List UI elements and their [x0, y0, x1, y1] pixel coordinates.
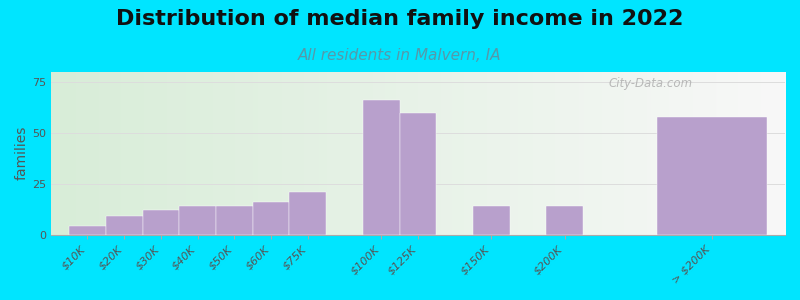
- Y-axis label: families: families: [15, 126, 29, 180]
- Text: Distribution of median family income in 2022: Distribution of median family income in …: [116, 9, 684, 29]
- Text: All residents in Malvern, IA: All residents in Malvern, IA: [298, 48, 502, 63]
- Text: City-Data.com: City-Data.com: [609, 77, 693, 90]
- Bar: [142, 210, 179, 235]
- Bar: [106, 216, 142, 235]
- Bar: [399, 112, 436, 235]
- Bar: [363, 100, 399, 235]
- Bar: [473, 206, 510, 235]
- Bar: [290, 192, 326, 235]
- Bar: [657, 117, 766, 235]
- Bar: [253, 202, 290, 235]
- Bar: [179, 206, 216, 235]
- Bar: [546, 206, 583, 235]
- Bar: [216, 206, 253, 235]
- Bar: [69, 226, 106, 235]
